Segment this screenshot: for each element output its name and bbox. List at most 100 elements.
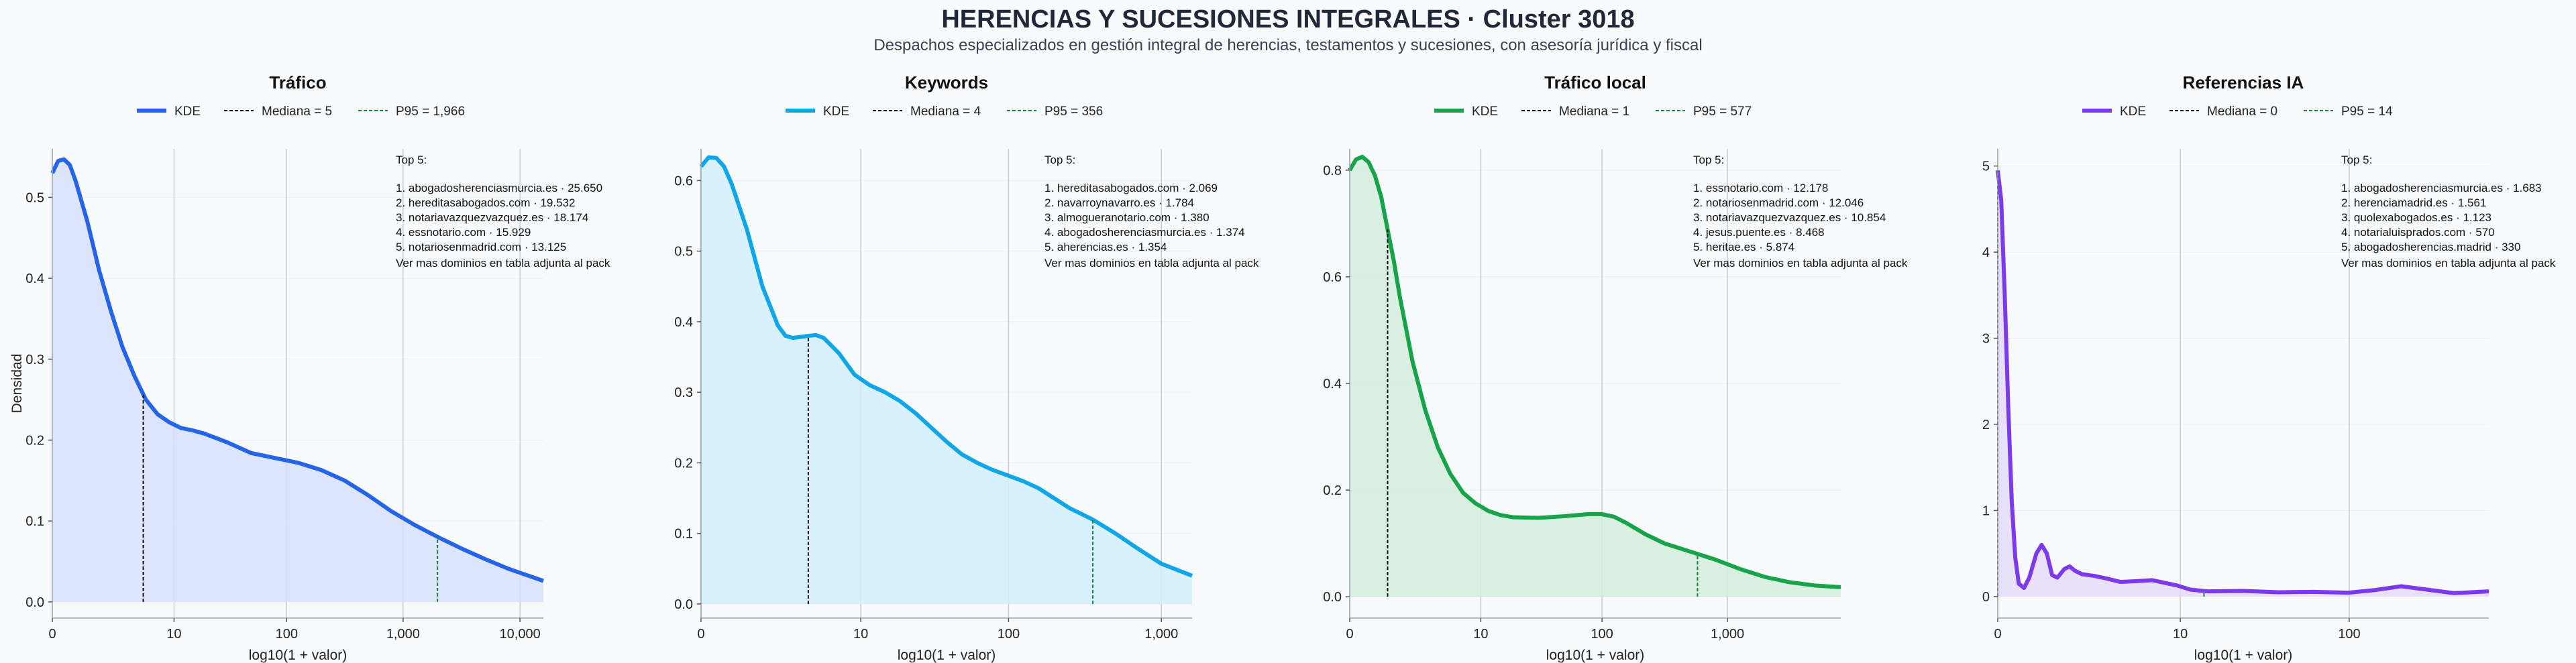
y-tick-label: 0.2 [1323,483,1342,498]
top5-item: 5. heritae.es · 5.874 [1693,241,1794,253]
x-axis-label: log10(1 + valor) [2194,648,2293,663]
kde-line [1348,154,1841,589]
legend-median-label: Mediana = 4 [910,105,981,119]
panel-title: Tráfico local [1544,72,1646,93]
x-axis-label: log10(1 + valor) [249,648,347,663]
x-tick-label: 100 [276,627,298,642]
legend-p95-label: P95 = 1,966 [396,105,465,119]
top5-item: 1. abogadosherenciasmurcia.es · 25.650 [396,182,602,194]
panel-title: Tráfico [269,72,326,93]
x-tick-label: 10,000 [500,627,541,642]
y-tick-label: 0.6 [1323,270,1342,285]
y-tick-label: 0 [1982,590,1990,605]
top5-item: 3. notariavazquezvazquez.es · 10.854 [1693,211,1886,224]
x-tick-label: 0 [48,627,56,642]
y-tick-label: 5 [1982,160,1990,174]
top5-title: Top 5: [396,154,427,166]
chart-panel-4: Referencias IA KDE Mediana = 0 P95 = 14 0 1 2 3… [1982,72,2556,663]
top5-note: Ver mas dominios en tabla adjunta al pac… [1044,257,1259,269]
x-tick-label: 1,000 [386,627,420,642]
y-tick-label: 0.1 [25,514,44,529]
y-tick-label: 0.4 [674,315,693,330]
top5-item: 1. abogadosherenciasmurcia.es · 1.683 [2341,182,2542,194]
top5-annotation: Top 5: 1. essnotario.com · 12.178 2. notar… [1693,154,1908,269]
legend-p95-label: P95 = 356 [1044,105,1103,119]
y-tick-label: 0.5 [25,190,44,205]
top5-annotation: Top 5: 1. hereditasabogados.com · 2.069 2.… [1044,154,1259,269]
x-tick-label: 1,000 [1711,627,1744,642]
x-tick-label: 100 [998,627,1020,642]
top5-item: 5. notariosenmadrid.com · 13.125 [396,241,566,253]
y-tick-label: 0.2 [25,433,44,448]
top5-note: Ver mas dominios en tabla adjunta al pac… [1693,257,1908,269]
kde-line [1996,170,2489,595]
top5-item: 3. almogueranotario.com · 1.380 [1044,211,1210,224]
y-tick-label: 0.4 [1323,377,1342,391]
legend: KDE Mediana = 1 P95 = 577 [1434,105,1752,119]
y-tick-label: 0.3 [25,353,44,367]
legend: KDE Mediana = 4 P95 = 356 [786,105,1103,119]
x-tick-label: 0 [1994,627,2001,642]
y-tick-label: 0.0 [674,597,693,612]
legend-kde-label: KDE [174,105,201,119]
y-tick-label: 4 [1982,245,1990,260]
top5-item: 5. aherencias.es · 1.354 [1044,241,1167,253]
y-tick-label: 0.6 [674,174,693,188]
y-tick-label: 0.0 [25,595,44,610]
chart-panel-3: Tráfico local KDE Mediana = 1 P95 = 577 0.0 0… [1323,72,1908,663]
y-tick-label: 2 [1982,418,1990,432]
top5-item: 4. notarialuisprados.com · 570 [2341,226,2495,239]
top5-title: Top 5: [1044,154,1075,166]
top5-item: 4. essnotario.com · 15.929 [396,226,531,239]
legend-median-label: Mediana = 1 [1559,105,1629,119]
x-tick-label: 10 [166,627,181,642]
legend-p95-label: P95 = 14 [2341,105,2393,119]
panel-title: Keywords [905,72,988,93]
top5-item: 1. essnotario.com · 12.178 [1693,182,1828,194]
legend-kde-label: KDE [2120,105,2146,119]
x-tick-label: 100 [2338,627,2360,642]
kde-area [52,159,543,602]
y-tick-label: 0.1 [674,527,693,542]
top5-item: 1. hereditasabogados.com · 2.069 [1044,182,1218,194]
kde-line [50,157,544,583]
x-tick-label: 0 [1346,627,1353,642]
y-tick-label: 0.0 [1323,590,1342,605]
y-tick-label: 3 [1982,332,1990,347]
top5-item: 4. jesus.puente.es · 8.468 [1693,226,1825,239]
kde-area [1350,156,1841,597]
top5-title: Top 5: [2341,154,2372,166]
top5-item: 2. herenciamadrid.es · 1.561 [2341,196,2486,209]
top5-title: Top 5: [1693,154,1724,166]
legend-kde-label: KDE [1472,105,1498,119]
x-tick-label: 10 [2173,627,2188,642]
x-tick-label: 10 [853,627,868,642]
top5-item: 5. abogadosherencias.madrid · 330 [2341,241,2520,253]
top5-annotation: Top 5: 1. abogadosherenciasmurcia.es · 25… [396,154,610,269]
kde-area [701,157,1192,604]
top5-item: 3. quolexabogados.es · 1.123 [2341,211,2491,224]
legend-median-label: Mediana = 5 [262,105,332,119]
legend: KDE Mediana = 0 P95 = 14 [2082,105,2393,119]
top5-note: Ver mas dominios en tabla adjunta al pac… [396,257,610,269]
kde-line [699,155,1193,578]
x-tick-label: 100 [1591,627,1613,642]
top5-item: 3. notariavazquezvazquez.es · 18.174 [396,211,588,224]
x-tick-label: 0 [697,627,704,642]
chart-panel-2: Keywords KDE Mediana = 4 P95 = 356 0.0 0.1 0.2… [674,72,1259,663]
top5-item: 2. notariosenmadrid.com · 12.046 [1693,196,1864,209]
x-tick-label: 1,000 [1144,627,1178,642]
top5-item: 2. navarroynavarro.es · 1.784 [1044,196,1194,209]
y-tick-label: 1 [1982,503,1990,518]
legend: KDE Mediana = 5 P95 = 1,966 [137,105,465,119]
top5-item: 2. hereditasabogados.com · 19.532 [396,196,575,209]
y-tick-label: 0.8 [1323,164,1342,178]
page-title: HERENCIAS Y SUCESIONES INTEGRALES · Clus… [941,5,1635,34]
y-axis-label: Densidad [9,354,25,414]
top5-note: Ver mas dominios en tabla adjunta al pac… [2341,257,2556,269]
legend-median-label: Mediana = 0 [2207,105,2277,119]
y-tick-label: 0.4 [25,272,44,286]
page-subtitle: Despachos especializados en gestión inte… [873,36,1703,54]
top5-annotation: Top 5: 1. abogadosherenciasmurcia.es · 1.… [2341,154,2556,269]
